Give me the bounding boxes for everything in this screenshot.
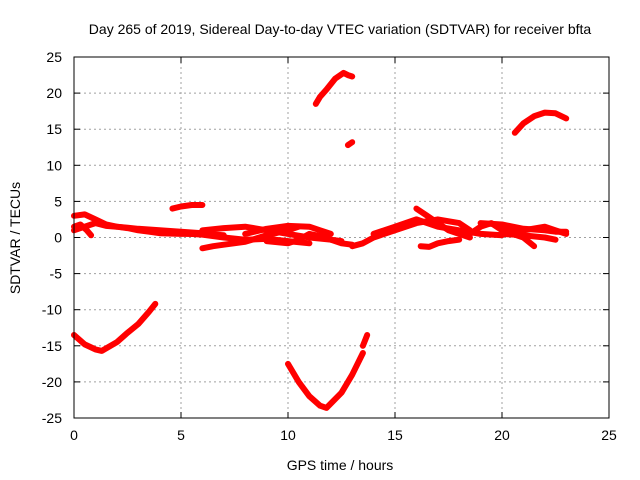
- y-tick-label: -20: [42, 374, 62, 390]
- series-arc-m: [312, 69, 356, 107]
- series-arc-w: [511, 109, 570, 136]
- series-arc-i: [242, 222, 334, 237]
- series-arc-d: [71, 300, 159, 354]
- x-tick-labels: 0 5 10 15 20 25: [70, 427, 617, 443]
- series-arc-g: [199, 223, 302, 252]
- x-tick-label: 20: [494, 427, 510, 443]
- x-tick-label: 25: [601, 427, 617, 443]
- series-arc-e: [169, 202, 206, 212]
- y-tick-label: -25: [42, 410, 62, 426]
- y-tick-label: 5: [54, 193, 62, 209]
- y-tick-label: 10: [46, 157, 62, 173]
- x-tick-label: 5: [177, 427, 185, 443]
- series-arc-o: [349, 216, 473, 250]
- series-arc-q: [413, 205, 473, 241]
- x-axis-label: GPS time / hours: [287, 457, 394, 473]
- data-series: [71, 69, 570, 411]
- plot-frame: [73, 56, 610, 419]
- series-arc-n: [344, 139, 356, 149]
- y-axis-label: SDTVAR / TECUs: [7, 182, 23, 294]
- series-arc-k: [285, 350, 366, 411]
- series-arc-r: [417, 236, 463, 250]
- series-arc-j: [263, 230, 356, 248]
- x-tick-label: 15: [387, 427, 403, 443]
- y-tick-label: -15: [42, 338, 62, 354]
- x-tick-label: 0: [70, 427, 78, 443]
- y-tick-label: 15: [46, 121, 62, 137]
- series-arc-l: [359, 332, 371, 349]
- y-tick-label: 0: [54, 230, 62, 246]
- y-tick-label: 20: [46, 85, 62, 101]
- x-tick-label: 10: [280, 427, 296, 443]
- chart-title: Day 265 of 2019, Sidereal Day-to-day VTE…: [89, 21, 592, 37]
- series-arc-u: [499, 230, 559, 243]
- y-tick-label: -10: [42, 302, 62, 318]
- y-tick-labels: -25 -20 -15 -10 -5 0 5 10 15 20 25: [42, 49, 62, 426]
- y-tick-label: 25: [46, 49, 62, 65]
- y-tick-label: -5: [50, 266, 63, 282]
- series-arc-v: [499, 223, 570, 237]
